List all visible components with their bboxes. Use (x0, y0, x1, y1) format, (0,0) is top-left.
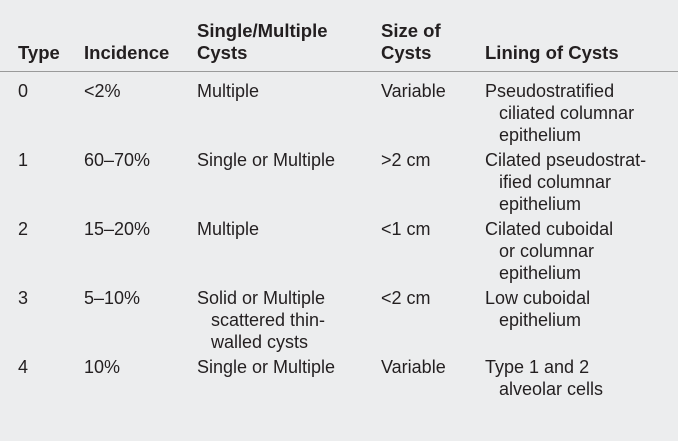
table-cell-cysts: Multiple (197, 219, 260, 239)
table-cell-lining: Cilated cuboidal or columnar epithelium (485, 219, 614, 283)
table-cell-incidence: 5–10% (84, 288, 141, 308)
header-incidence: Incidence (84, 42, 170, 63)
table-cell-incidence: <2% (84, 81, 121, 101)
table-cell-cysts: Single or Multiple (197, 357, 336, 377)
table-cell-type: 0 (18, 81, 29, 101)
table-cell-size: Variable (381, 81, 446, 101)
table-cell-type: 2 (18, 219, 29, 239)
header-type: Type (18, 42, 60, 63)
table-cell-lining: Type 1 and 2 alveolar cells (485, 357, 604, 399)
table-cell-size: >2 cm (381, 150, 431, 170)
table-cell-cysts: Multiple (197, 81, 260, 101)
table-cell-size: Variable (381, 357, 446, 377)
header-size-of-cysts: Size of Cysts (381, 20, 441, 63)
header-single-multiple-cysts: Single/Multiple Cysts (197, 20, 328, 63)
table-cell-incidence: 60–70% (84, 150, 151, 170)
table-cell-lining: Pseudostratified ciliated columnar epith… (485, 81, 635, 145)
table-cell-incidence: 10% (84, 357, 121, 377)
table-cell-cysts: Solid or Multiple scattered thin- walled… (197, 288, 326, 352)
table-header-background (0, 0, 678, 72)
table-body-background (0, 72, 678, 441)
table-cell-type: 1 (18, 150, 29, 170)
table-cell-type: 4 (18, 357, 29, 377)
table-cell-type: 3 (18, 288, 29, 308)
table-cell-cysts: Single or Multiple (197, 150, 336, 170)
table-cell-lining: Low cuboidal epithelium (485, 288, 591, 330)
table-cell-incidence: 15–20% (84, 219, 151, 239)
table-cell-size: <1 cm (381, 219, 431, 239)
table-cell-size: <2 cm (381, 288, 431, 308)
table-cell-lining: Cilated pseudostrat- ified columnar epit… (485, 150, 647, 214)
header-lining-of-cysts: Lining of Cysts (485, 42, 619, 63)
